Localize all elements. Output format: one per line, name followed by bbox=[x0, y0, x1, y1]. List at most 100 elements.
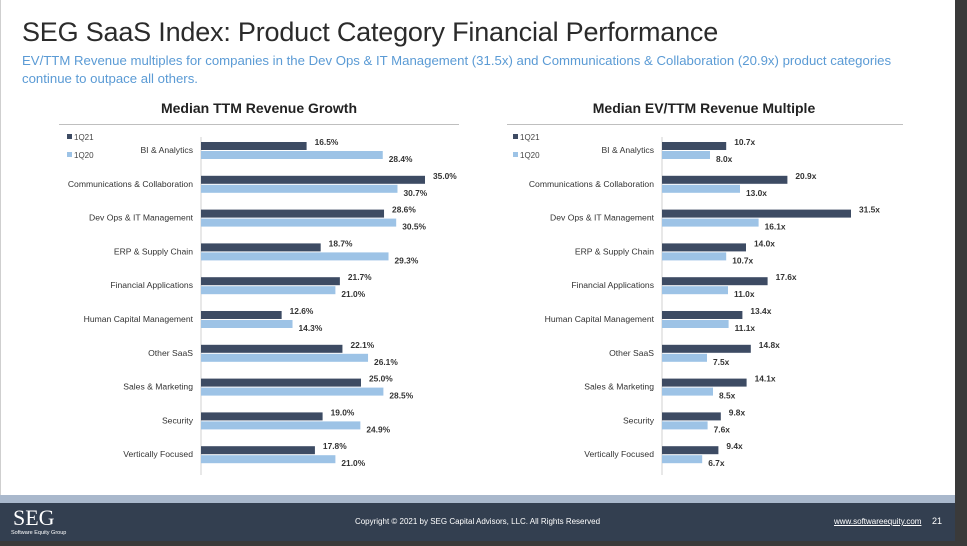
growth-bar-1q20 bbox=[201, 184, 398, 193]
footer-accent-band bbox=[0, 495, 955, 503]
growth-category-label: Communications & Collaboration bbox=[68, 179, 193, 189]
multiple-category-label: Communications & Collaboration bbox=[529, 179, 654, 189]
copyright-text: Copyright © 2021 by SEG Capital Advisors… bbox=[354, 517, 601, 526]
growth-category-label: Other SaaS bbox=[148, 348, 193, 358]
multiple-data-label-1q21: 10.7x bbox=[734, 137, 755, 147]
multiple-bar-1q21 bbox=[662, 243, 746, 252]
growth-data-label-1q21: 16.5% bbox=[315, 137, 339, 147]
multiple-bar-1q21 bbox=[662, 412, 721, 421]
multiple-data-label-1q20: 10.7x bbox=[732, 255, 753, 265]
growth-category-label: ERP & Supply Chain bbox=[114, 246, 193, 256]
growth-data-label-1q21: 19.0% bbox=[331, 407, 355, 417]
multiple-bar-1q20 bbox=[662, 252, 727, 261]
growth-bar-1q21 bbox=[201, 311, 282, 319]
multiple-data-label-1q20: 11.1x bbox=[735, 323, 756, 333]
growth-bar-1q21 bbox=[201, 243, 321, 252]
slide-title: SEG SaaS Index: Product Category Financi… bbox=[22, 17, 719, 47]
multiple-category-label: BI & Analytics bbox=[601, 145, 654, 155]
multiple-data-label-1q20: 13.0x bbox=[746, 188, 767, 198]
multiple-legend-swatch-1q21 bbox=[513, 134, 518, 139]
multiple-bar-1q20 bbox=[662, 320, 729, 328]
website-link[interactable]: www.softwareequity.com bbox=[834, 517, 922, 526]
slide: SEG SaaS Index: Product Category Financi… bbox=[0, 0, 956, 503]
multiple-category-label: Other SaaS bbox=[609, 348, 654, 358]
growth-data-label-1q21: 12.6% bbox=[290, 306, 314, 316]
growth-data-label-1q21: 35.0% bbox=[433, 171, 457, 181]
multiple-data-label-1q21: 20.9x bbox=[795, 171, 816, 181]
multiple-bar-1q20 bbox=[662, 286, 728, 295]
growth-bar-1q20 bbox=[201, 151, 383, 159]
multiple-bar-1q21 bbox=[662, 378, 747, 387]
growth-data-label-1q21: 25.0% bbox=[369, 374, 393, 384]
growth-bar-1q20 bbox=[201, 252, 389, 261]
growth-data-label-1q20: 26.1% bbox=[374, 357, 398, 367]
growth-bar-1q20 bbox=[201, 218, 397, 227]
multiple-bar-1q20 bbox=[662, 353, 707, 362]
growth-data-label-1q20: 28.4% bbox=[389, 154, 413, 164]
growth-data-label-1q20: 28.5% bbox=[389, 391, 413, 401]
multiple-data-label-1q20: 7.5x bbox=[713, 357, 730, 367]
growth-bar-1q20 bbox=[201, 387, 384, 396]
growth-data-label-1q20: 29.3% bbox=[395, 255, 419, 265]
multiple-data-label-1q21: 31.5x bbox=[859, 205, 880, 215]
growth-category-label: Sales & Marketing bbox=[123, 382, 193, 392]
growth-bar-1q20 bbox=[201, 353, 369, 362]
growth-bar-1q21 bbox=[201, 277, 340, 286]
seg-logo-subtitle: Software Equity Group bbox=[11, 530, 67, 536]
growth-chart-title-rule bbox=[59, 124, 459, 125]
multiple-chart-title-rule bbox=[507, 124, 903, 125]
multiple-data-label-1q21: 13.4x bbox=[750, 306, 771, 316]
multiple-bar-1q21 bbox=[662, 142, 727, 150]
growth-bar-1q20 bbox=[201, 320, 293, 328]
multiple-bar-1q21 bbox=[662, 175, 788, 184]
growth-data-label-1q21: 22.1% bbox=[350, 340, 374, 350]
multiple-bar-1q21 bbox=[662, 277, 768, 286]
multiple-category-label: ERP & Supply Chain bbox=[575, 246, 654, 256]
multiple-bar-1q21 bbox=[662, 209, 851, 218]
growth-category-label: Financial Applications bbox=[110, 280, 193, 290]
footer: SEG Software Equity Group Copyright © 20… bbox=[0, 503, 955, 541]
multiple-category-label: Sales & Marketing bbox=[584, 382, 654, 392]
growth-data-label-1q20: 30.7% bbox=[403, 188, 427, 198]
growth-category-label: BI & Analytics bbox=[140, 145, 193, 155]
growth-data-label-1q21: 18.7% bbox=[329, 238, 353, 248]
multiple-category-label: Security bbox=[623, 415, 655, 425]
growth-category-label: Human Capital Management bbox=[84, 314, 194, 324]
growth-bar-1q21 bbox=[201, 344, 343, 353]
multiple-data-label-1q21: 14.8x bbox=[759, 340, 780, 350]
multiple-chart-title: Median EV/TTM Revenue Multiple bbox=[592, 100, 816, 116]
growth-data-label-1q20: 21.0% bbox=[341, 289, 365, 299]
growth-legend-label-1q21: 1Q21 bbox=[74, 133, 94, 142]
growth-legend-label-1q20: 1Q20 bbox=[74, 151, 94, 160]
multiple-bar-1q20 bbox=[662, 455, 703, 464]
multiple-bar-1q21 bbox=[662, 344, 751, 353]
growth-bar-1q20 bbox=[201, 286, 336, 295]
multiple-data-label-1q20: 16.1x bbox=[765, 222, 786, 232]
growth-legend-swatch-1q21 bbox=[67, 134, 72, 139]
growth-data-label-1q20: 14.3% bbox=[299, 323, 323, 333]
multiple-legend-label-1q21: 1Q21 bbox=[520, 133, 540, 142]
multiple-category-label: Dev Ops & IT Management bbox=[550, 213, 655, 223]
multiple-data-label-1q20: 8.0x bbox=[716, 154, 733, 164]
multiple-data-label-1q20: 8.5x bbox=[719, 391, 736, 401]
page-number: 21 bbox=[932, 516, 943, 526]
growth-category-label: Vertically Focused bbox=[123, 449, 193, 459]
growth-bar-1q21 bbox=[201, 412, 323, 421]
growth-data-label-1q21: 28.6% bbox=[392, 205, 416, 215]
multiple-data-label-1q21: 14.1x bbox=[755, 374, 776, 384]
growth-bar-1q21 bbox=[201, 446, 315, 455]
window-edge bbox=[955, 0, 967, 546]
growth-data-label-1q20: 21.0% bbox=[341, 458, 365, 468]
multiple-bar-1q20 bbox=[662, 151, 710, 159]
growth-category-label: Dev Ops & IT Management bbox=[89, 213, 194, 223]
growth-bar-1q21 bbox=[201, 142, 307, 150]
growth-legend-swatch-1q20 bbox=[67, 152, 72, 157]
growth-bar-1q21 bbox=[201, 378, 361, 387]
multiple-bar-1q20 bbox=[662, 184, 740, 193]
growth-bar-1q21 bbox=[201, 209, 385, 218]
multiple-category-label: Vertically Focused bbox=[584, 449, 654, 459]
multiple-category-label: Financial Applications bbox=[571, 280, 654, 290]
growth-data-label-1q21: 17.8% bbox=[323, 441, 347, 451]
growth-bar-1q20 bbox=[201, 421, 361, 430]
